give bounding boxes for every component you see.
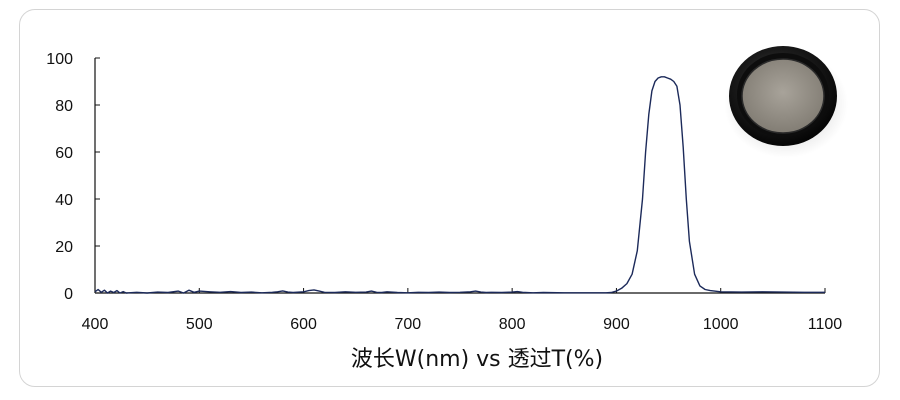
x-tick-label: 700 <box>395 316 422 333</box>
y-tick-label: 80 <box>55 98 73 115</box>
x-tick-label: 400 <box>82 316 109 333</box>
x-tick-label: 1100 <box>808 316 843 333</box>
x-tick-label: 600 <box>290 316 317 333</box>
y-tick-label: 20 <box>55 239 73 256</box>
x-axis-ticks: 400 500 600 700 800 900 1000 1100 <box>82 288 843 333</box>
x-tick-label: 500 <box>186 316 213 333</box>
x-tick-label: 800 <box>499 316 526 333</box>
x-tick-label: 900 <box>603 316 630 333</box>
y-tick-label: 40 <box>55 192 73 209</box>
filter-lens-icon <box>724 46 848 158</box>
y-tick-label: 60 <box>55 145 73 162</box>
series-line-0 <box>94 76 825 294</box>
y-tick-label: 100 <box>46 51 73 68</box>
x-axis-label: 波长W(nm) vs 透过T(%) <box>351 347 603 372</box>
x-tick-label: 1000 <box>703 316 739 333</box>
series-group <box>94 76 825 294</box>
y-tick-label: 0 <box>64 286 73 303</box>
y-axis-ticks: 0 20 40 60 80 100 <box>46 51 100 303</box>
